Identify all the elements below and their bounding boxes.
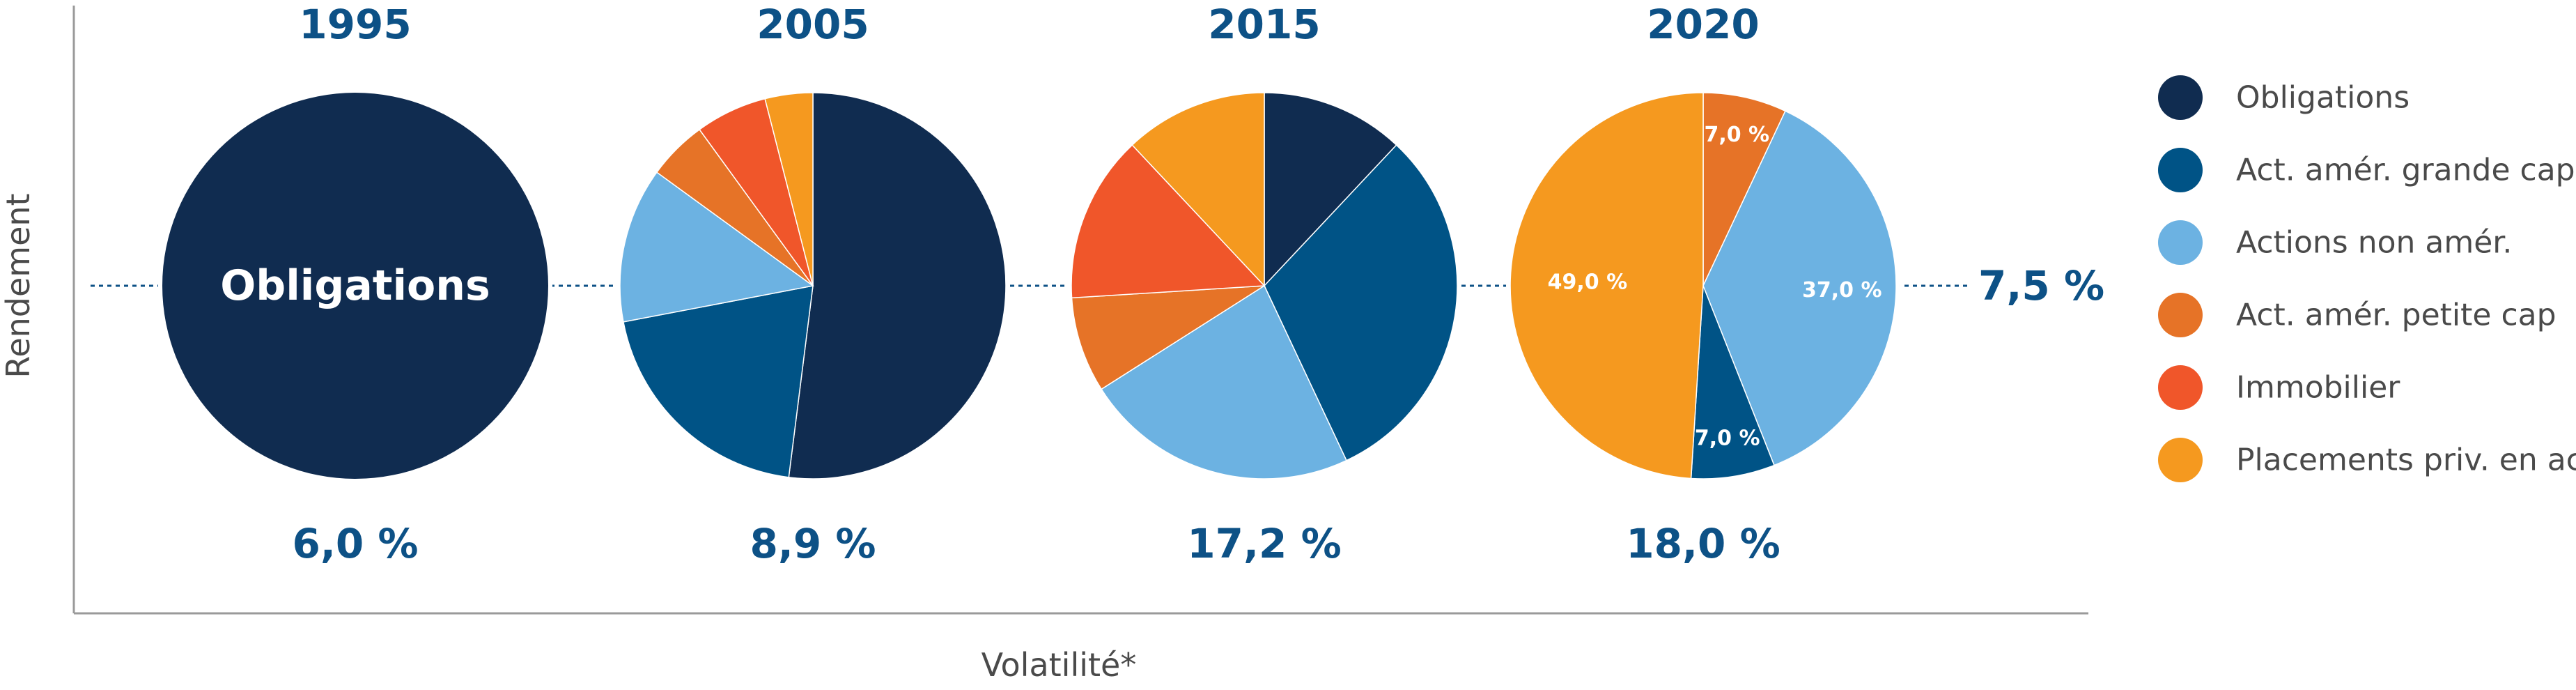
pie-2015: 2015 17,2 % (1067, 1, 1461, 567)
volatility-label-2020: 18,0 % (1626, 520, 1780, 567)
pie-1995: Obligations 1995 6,0 % (158, 1, 552, 567)
pie-slice-2015-act-amer-petite-cap (1071, 285, 1265, 390)
pie-2020: 7,0 % 37,0 % 7,0 % 49,0 % 2020 18,0 % (1506, 1, 1900, 567)
x-axis-title: Volatilité* (981, 646, 1137, 684)
legend-label: Actions non amér. (2236, 225, 2512, 261)
year-label-2020: 2020 (1647, 1, 1759, 48)
legend-item-actions-non-amer: Actions non amér. (2158, 220, 2512, 265)
pie-slice-2015-immobilier (1071, 144, 1266, 299)
pie-slice-1995-obligations (162, 93, 548, 479)
pie-slice-2020-actions-non-amer (1702, 110, 1897, 466)
pie-slice-2015-act-amer-grande-cap (1264, 144, 1458, 461)
legend-swatch (2158, 293, 2203, 337)
year-label-2015: 2015 (1208, 1, 1320, 48)
pie-2005: 2005 8,9 % (616, 1, 1010, 567)
pie-slice-2005-actions-non-amer (619, 171, 814, 323)
pie-slice-2005-placements-priv-en-act (764, 92, 814, 286)
pie-slice-2020-act-amer-grande-cap (1690, 285, 1775, 480)
legend-swatch (2158, 148, 2203, 192)
legend-item-act-amer-grande-cap: Act. amér. grande cap (2158, 148, 2575, 192)
legend: Obligations Act. amér. grande cap Actions … (2158, 75, 2576, 482)
year-label-2005: 2005 (756, 1, 869, 48)
pie-slice-2020-placements-priv-en-act (1510, 92, 1704, 480)
pie-slice-2020-act-amer-petite-cap (1702, 92, 1786, 286)
pie-slice-2005-act-amer-grande-cap (623, 285, 814, 478)
legend-item-act-amer-petite-cap: Act. amér. petite cap (2158, 293, 2556, 337)
pie-slice-2015-actions-non-amer (1101, 284, 1347, 480)
legend-swatch (2158, 75, 2203, 120)
legend-item-obligations: Obligations (2158, 75, 2410, 120)
legend-label: Placements priv. en act. (2236, 443, 2576, 478)
legend-item-immobilier: Immobilier (2158, 365, 2400, 410)
pies: Obligations 1995 6,0 % 2005 8,9 % 2015 17,2 % 7… (158, 1, 1900, 567)
slice-label-2020-actions-non-amer: 37,0 % (1802, 278, 1882, 302)
pie-slice-2005-obligations (788, 92, 1007, 480)
legend-label: Act. amér. grande cap (2236, 153, 2575, 188)
volatility-label-1995: 6,0 % (292, 520, 418, 567)
pie-slice-2015-obligations (1264, 92, 1397, 287)
legend-item-placements-priv-en-act: Placements priv. en act. (2158, 438, 2576, 482)
slice-label-2020-act-amer-grande-cap: 7,0 % (1695, 426, 1760, 450)
volatility-label-2005: 8,9 % (750, 520, 876, 567)
volatility-label-2015: 17,2 % (1187, 520, 1341, 567)
legend-swatch (2158, 365, 2203, 410)
year-label-1995: 1995 (299, 1, 411, 48)
legend-swatch (2158, 438, 2203, 482)
legend-label: Act. amér. petite cap (2236, 298, 2556, 333)
legend-swatch (2158, 220, 2203, 265)
pie-slice-2015-placements-priv-en-act (1131, 92, 1265, 287)
slice-label-1995-obligations: Obligations (220, 261, 490, 310)
slice-label-2020-act-amer-petite-cap: 7,0 % (1704, 123, 1769, 147)
legend-label: Immobilier (2236, 370, 2400, 406)
legend-label: Obligations (2236, 80, 2410, 116)
y-axis-title: Rendement (0, 193, 37, 378)
slice-label-2020-placements-priv-en-act: 49,0 % (1548, 270, 1628, 294)
target-return-label: 7,5 % (1978, 262, 2104, 309)
